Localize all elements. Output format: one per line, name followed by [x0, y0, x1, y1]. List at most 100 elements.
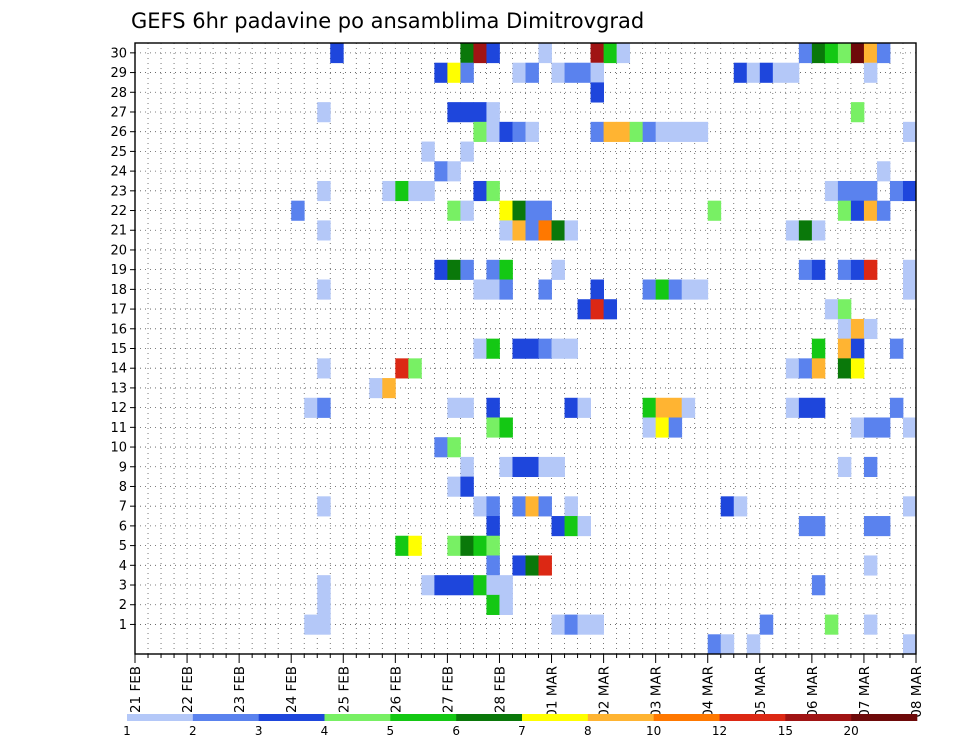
precip-cell: [447, 259, 461, 280]
precip-cell: [642, 417, 657, 438]
precip-cell: [876, 161, 891, 182]
precip-cell: [590, 614, 604, 635]
precip-cell: [317, 575, 331, 596]
precip-cell: [408, 535, 422, 556]
precip-cell: [460, 102, 474, 123]
precip-cell: [473, 121, 487, 142]
precip-cell: [564, 397, 578, 418]
precip-cell: [486, 575, 500, 596]
x-tick-label: 27 FEB: [440, 666, 456, 713]
precip-cell: [863, 516, 878, 537]
precip-cell: [759, 614, 774, 635]
y-tick-label: 23: [110, 184, 127, 199]
precip-cell: [486, 338, 500, 359]
precip-cell: [837, 456, 852, 478]
precip-cell: [395, 535, 409, 556]
precip-cell: [512, 555, 526, 576]
precip-cell: [811, 220, 826, 241]
x-tick-label: 01 MAR: [545, 666, 561, 718]
precip-cell: [590, 279, 604, 300]
legend-swatch: [127, 714, 194, 721]
precip-cell: [486, 259, 500, 280]
precip-cell: [902, 496, 917, 517]
precip-cell: [850, 417, 865, 438]
precip-cell: [447, 575, 461, 596]
precip-cell: [486, 279, 500, 300]
legend-swatch: [653, 714, 720, 721]
precip-cell: [473, 338, 487, 359]
precip-cell: [551, 456, 565, 478]
precip-cell: [525, 200, 539, 221]
precip-cell: [499, 456, 513, 478]
precip-cell: [603, 299, 618, 320]
precip-cell: [538, 555, 552, 576]
precip-cell: [499, 200, 513, 221]
legend-swatch: [258, 714, 325, 721]
precip-cell: [460, 141, 474, 162]
precip-cell: [850, 358, 865, 379]
precip-cell: [538, 496, 552, 517]
precip-cell: [889, 180, 904, 202]
y-axis-ticks: 1234567891011121314151617181920212223242…: [110, 46, 135, 633]
precip-cell: [616, 121, 631, 142]
precip-cell: [655, 417, 670, 438]
precip-cell: [421, 575, 435, 596]
x-tick-label: 05 MAR: [753, 666, 769, 718]
precip-cell: [317, 496, 331, 517]
precip-cell: [473, 496, 487, 517]
y-tick-label: 7: [119, 500, 127, 515]
precip-cell: [577, 516, 591, 537]
precip-cell: [863, 614, 878, 635]
precip-cell: [577, 614, 591, 635]
precip-cell: [889, 397, 904, 418]
y-tick-label: 17: [110, 303, 127, 318]
legend-swatch: [192, 714, 259, 721]
precip-cell: [902, 279, 917, 300]
precip-cell: [590, 82, 604, 103]
precip-cell: [317, 279, 331, 300]
precip-cell: [668, 121, 683, 142]
precip-cell: [668, 397, 683, 418]
precip-cell: [811, 358, 826, 379]
precip-cell: [837, 180, 852, 202]
y-tick-label: 5: [119, 539, 127, 554]
precip-cell: [317, 102, 331, 123]
precip-cell: [460, 535, 474, 556]
precip-cell: [798, 43, 813, 64]
y-tick-label: 28: [110, 86, 127, 101]
precip-cell: [304, 397, 318, 418]
precip-cell: [551, 338, 565, 359]
precip-cell: [811, 338, 826, 359]
precip-cell: [512, 338, 526, 359]
precip-cell: [642, 279, 657, 300]
precip-cell: [577, 299, 591, 320]
precip-cell: [434, 259, 448, 280]
precip-cell: [512, 200, 526, 221]
precip-cell: [460, 575, 474, 596]
legend-swatch: [785, 714, 852, 721]
precip-cell: [551, 516, 565, 537]
precip-cell: [538, 220, 552, 241]
y-tick-label: 8: [119, 480, 127, 495]
precip-cell: [564, 338, 578, 359]
y-tick-label: 12: [110, 401, 127, 416]
precip-cell: [460, 43, 474, 64]
precip-cell: [499, 259, 513, 280]
precip-cell: [824, 180, 839, 202]
precip-cell: [317, 397, 331, 418]
precip-cell: [876, 516, 891, 537]
precip-cell: [447, 535, 461, 556]
precip-cell: [564, 516, 578, 537]
precip-cell: [746, 634, 761, 655]
precip-cell: [512, 62, 526, 83]
precip-cell: [642, 397, 657, 418]
precip-cell: [434, 161, 448, 182]
precip-cell: [798, 397, 813, 418]
legend-swatch: [324, 714, 391, 721]
y-tick-label: 11: [110, 421, 127, 436]
legend-label: 1: [123, 724, 131, 738]
precip-cell: [512, 220, 526, 241]
precip-cell: [863, 62, 878, 83]
x-tick-label: 04 MAR: [701, 666, 717, 718]
precip-cell: [486, 535, 500, 556]
